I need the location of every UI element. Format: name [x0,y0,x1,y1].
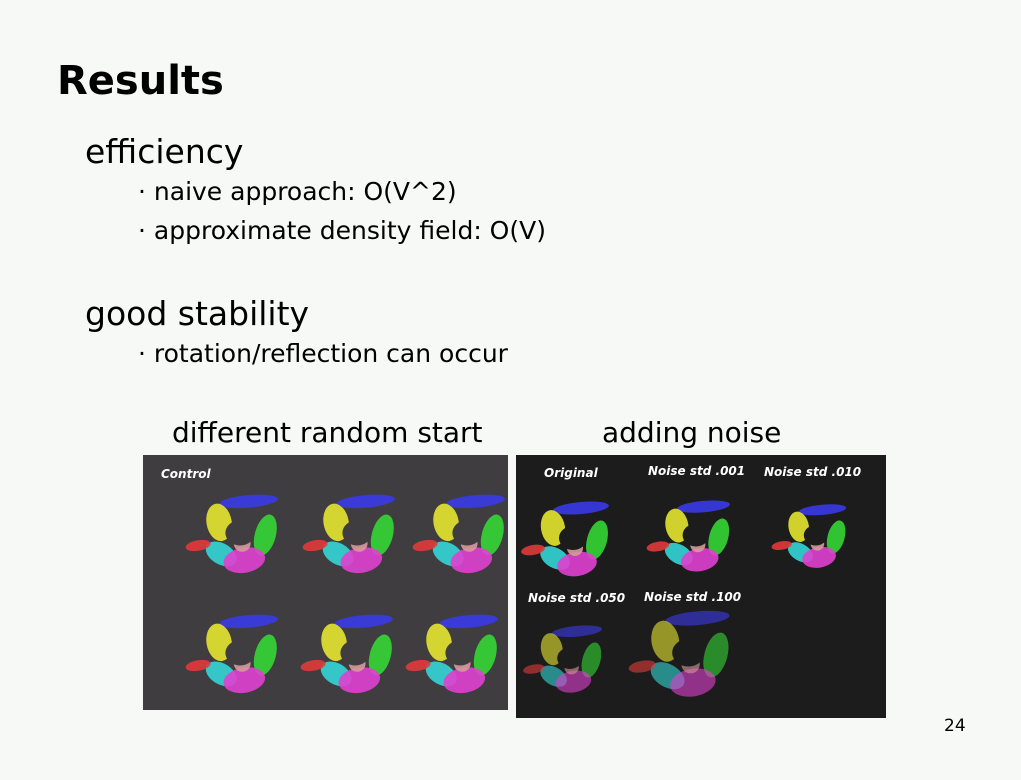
cluster-blob [676,500,731,513]
cluster-blob [439,614,498,629]
cluster-blob [443,667,486,694]
cluster-hole [682,523,710,547]
cluster-blob [555,670,592,693]
image-label: Control [161,467,211,481]
cluster-hole [225,520,255,546]
cluster-hole [452,520,482,546]
cluster-hole [340,640,370,666]
figure-caption: different random start [172,416,483,449]
cluster-blob [523,664,545,674]
image-label: Noise std .100 [644,590,741,604]
cluster-plot [302,494,395,574]
cluster-blob [219,614,278,629]
cluster-plot [405,614,498,694]
image-label: Noise std .010 [764,465,861,479]
cluster-plot [412,494,505,574]
cluster-blob [521,544,545,556]
cluster-hole [445,640,475,666]
cluster-plot [521,501,609,577]
cluster-blob [223,547,266,574]
cluster-plot [185,614,278,694]
cluster-blob [826,520,846,554]
cluster-blob [557,551,597,577]
cluster-blob [223,667,266,694]
cluster-blob [300,659,326,672]
cluster-plot [771,504,847,568]
cluster-blob [253,634,277,676]
cluster-blob [253,514,277,556]
cluster-blob [628,660,656,673]
figure-image: Original Noise std .001 Noise std .010 N… [516,455,886,718]
cluster-blob [703,632,729,678]
cluster-blob [412,539,438,552]
cluster-hole [559,526,587,550]
bullet: approximate density field: O(V) [138,216,546,245]
image-label: Noise std .050 [528,591,625,605]
cluster-blob [708,518,730,556]
figure-image: Control [143,455,508,710]
cluster-blob [185,539,211,552]
cluster-blob [340,547,383,574]
cluster-blob [646,541,670,552]
page-number: 24 [944,716,966,736]
slide-title: Results [57,58,224,104]
cluster-blob [771,540,792,551]
bullet: rotation/reflection can occur [138,339,508,368]
cluster-blob [480,514,504,556]
cluster-blob [586,520,608,560]
cluster-blob [473,634,497,676]
cluster-blob [551,625,603,638]
section-heading: efficiency [85,132,244,171]
cluster-blob [680,548,719,572]
cluster-blob [446,494,505,509]
cluster-blob [338,667,381,694]
cluster-plot [646,500,731,572]
cluster-hole [672,638,705,667]
cluster-hole [225,640,255,666]
cluster-plot [628,610,730,697]
cluster-blob [553,501,609,515]
cluster-blob [798,504,847,516]
cluster-blob [302,539,328,552]
cluster-hole [342,520,372,546]
cluster-blob [581,642,602,678]
section-heading: good stability [85,294,310,333]
cluster-blob [336,494,395,509]
cluster-hole [557,647,583,669]
cluster-blob [334,614,393,629]
bullet: naive approach: O(V^2) [138,177,457,206]
image-label: Original [544,466,599,480]
cluster-hole [803,525,828,546]
figure-caption: adding noise [602,416,782,449]
cluster-blob [802,546,836,568]
cluster-blob [370,514,394,556]
cluster-blob [665,610,730,626]
cluster-blob [405,659,431,672]
image-label: Noise std .001 [648,464,745,478]
cluster-blob [368,634,392,676]
cluster-blob [670,668,716,697]
cluster-plot [523,625,603,693]
cluster-blob [450,547,493,574]
cluster-blob [185,659,211,672]
cluster-blob [219,494,278,509]
cluster-plot [300,614,393,694]
cluster-plot [185,494,278,574]
